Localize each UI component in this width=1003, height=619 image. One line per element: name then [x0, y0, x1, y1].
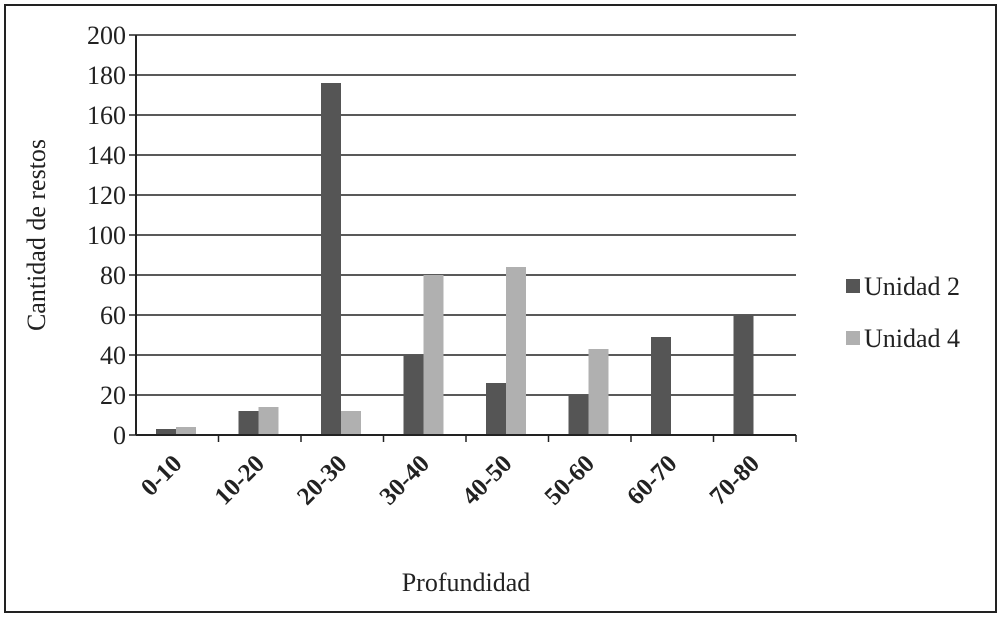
bars: [156, 83, 754, 435]
bar-unidad-2-40-50: [486, 383, 506, 435]
legend: Unidad 2 Unidad 4: [846, 272, 960, 353]
bar-unidad-2-30-40: [403, 355, 424, 435]
bar-unidad-2-60-70: [651, 337, 671, 435]
y-tick-label: 180: [87, 61, 126, 90]
y-tick-label: 200: [87, 21, 126, 50]
x-tick-label: 30-40: [375, 450, 435, 510]
bar-unidad-4-10-20: [258, 407, 279, 435]
x-tick-label: 60-70: [622, 450, 682, 510]
x-tick-label: 50-60: [540, 450, 600, 510]
x-tick-label: 10-20: [210, 450, 270, 510]
legend-swatch: [846, 279, 860, 293]
bar-unidad-2-70-80: [733, 315, 754, 435]
y-tick-label: 120: [87, 181, 126, 210]
y-tick-label: 100: [87, 221, 126, 250]
legend-label: Unidad 2: [864, 272, 960, 301]
bar-unidad-4-40-50: [506, 267, 526, 435]
bar-unidad-4-30-40: [423, 275, 444, 435]
bar-unidad-4-50-60: [588, 349, 609, 435]
bar-unidad-2-10-20: [238, 411, 259, 435]
bar-unidad-4-0-10: [176, 427, 196, 435]
bar-unidad-2-0-10: [156, 429, 176, 435]
bar-unidad-2-20-30: [321, 83, 341, 435]
y-tick-labels: 0 20 40 60 80 100 120 140 160 180 200: [87, 21, 126, 450]
y-tick-label: 160: [87, 101, 126, 130]
y-tick-label: 80: [100, 261, 126, 290]
y-tick-label: 20: [100, 381, 126, 410]
x-tick-label: 70-80: [705, 450, 765, 510]
y-tick-label: 40: [100, 341, 126, 370]
y-tick-label: 60: [100, 301, 126, 330]
legend-label: Unidad 4: [864, 324, 960, 353]
bar-unidad-2-50-60: [568, 395, 589, 435]
x-tick-label: 40-50: [457, 450, 517, 510]
chart-frame: [4, 4, 997, 613]
x-tick-labels: 0-10 10-20 20-30 30-40 40-50 50-60 60-70 70-80: [136, 450, 765, 510]
x-axis-label: Profundidad: [402, 568, 531, 597]
gridlines: [129, 34, 797, 442]
bar-unidad-4-20-30: [341, 411, 361, 435]
x-tick-label: 0-10: [136, 450, 187, 501]
y-axis-label: Cantidad de restos: [22, 139, 51, 331]
y-tick-label: 0: [113, 421, 126, 450]
legend-swatch: [846, 331, 860, 345]
x-tick-label: 20-30: [292, 450, 352, 510]
y-tick-label: 140: [87, 141, 126, 170]
